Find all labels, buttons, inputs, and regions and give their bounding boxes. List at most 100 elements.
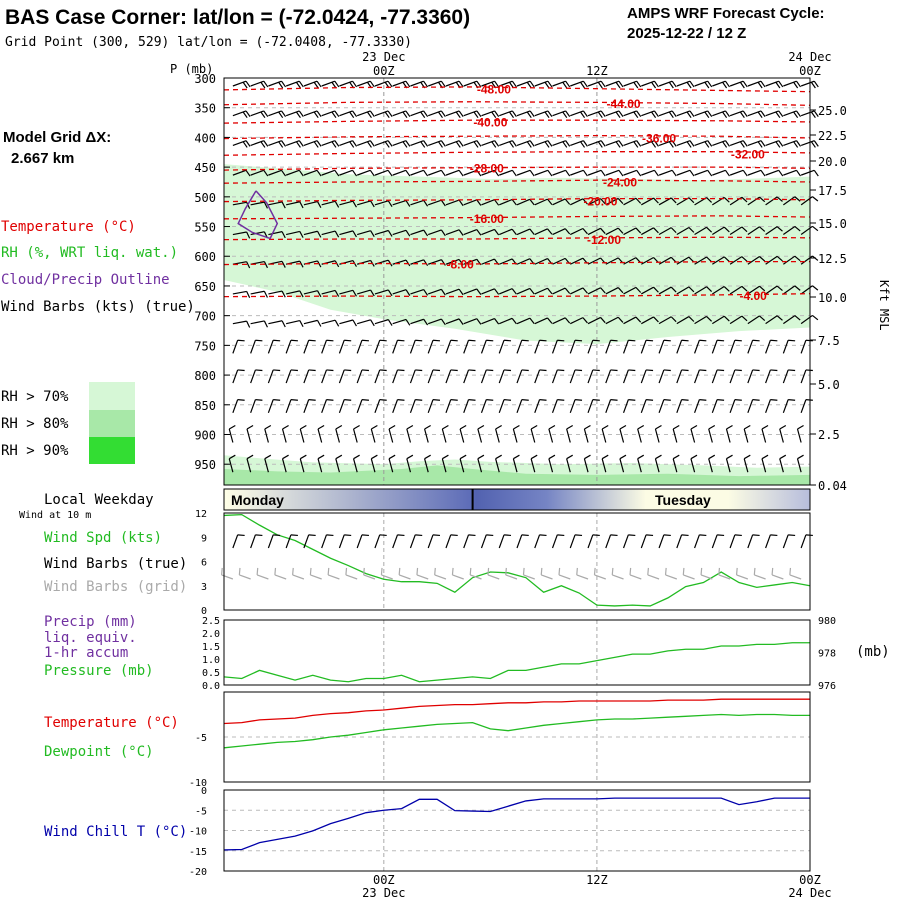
surface-wind-barb	[427, 534, 434, 549]
upper-wind-barb-flag	[437, 141, 443, 148]
upper-wind-barb	[232, 110, 247, 117]
legend-wind-barbs-grid: Wind Barbs (grid)	[44, 579, 187, 595]
upper-wind-barb-flag	[335, 454, 343, 460]
upper-wind-barb-flag	[440, 318, 446, 326]
upper-wind-barb	[676, 340, 683, 354]
upper-wind-barb-flag	[246, 320, 251, 328]
upper-wind-barb	[583, 428, 589, 443]
upper-wind-barb	[570, 198, 584, 206]
upper-wind-barb-flag	[237, 369, 245, 372]
upper-wind-barb-flag	[597, 81, 603, 89]
upper-wind-barb	[712, 140, 726, 146]
isotherm-line	[223, 215, 811, 220]
surface-wind-barb-flag	[255, 534, 263, 537]
upper-wind-barb	[676, 399, 683, 413]
upper-wind-barb	[267, 369, 274, 384]
upper-wind-barb	[441, 458, 447, 473]
upper-wind-barb-flag	[635, 286, 642, 293]
upper-wind-barb-flag	[476, 229, 482, 236]
upper-wind-barb-flag	[759, 315, 766, 321]
upper-wind-barb	[445, 229, 460, 236]
upper-wind-barb-flag	[440, 140, 446, 147]
upper-wind-barb-flag	[334, 80, 340, 88]
wind-chill-panel: -20 -15 -10 -5 0	[189, 786, 811, 878]
surface-wind-barb-flag	[521, 534, 529, 537]
upper-wind-barb-flag	[742, 110, 748, 117]
upper-wind-barb-flag	[263, 140, 269, 147]
upper-wind-barb-flag	[420, 111, 426, 119]
upper-wind-barb-flag	[615, 111, 621, 119]
upper-wind-barb-flag	[379, 339, 387, 342]
wind-speed-tick-label: 12	[195, 509, 207, 520]
upper-wind-barb-flag	[775, 81, 781, 89]
upper-wind-barb-flag	[601, 454, 609, 460]
grid-wind-barb-flag	[221, 567, 223, 575]
upper-wind-barb-flag	[794, 196, 801, 202]
grid-wind-barb-flag	[682, 567, 685, 575]
upper-wind-barb	[477, 428, 483, 443]
upper-wind-barb	[587, 257, 601, 265]
upper-wind-barb-flag	[353, 424, 360, 430]
upper-wind-barb-flag	[671, 169, 677, 177]
surface-wind-barb-flag	[273, 534, 281, 537]
grid-point-label: Grid Point (300, 529) lat/lon = (-72.040…	[5, 35, 412, 50]
upper-wind-barb	[406, 458, 412, 473]
upper-wind-barb	[232, 369, 239, 384]
upper-wind-barb-flag	[794, 255, 801, 262]
legend-precip-accum: 1-hr accum	[44, 645, 128, 661]
upper-wind-barb-flag	[526, 111, 532, 119]
grid-wind-barb	[292, 574, 305, 580]
surface-wind-barb	[321, 534, 328, 549]
upper-wind-barb-flag	[476, 169, 482, 177]
upper-wind-barb	[339, 319, 354, 325]
upper-wind-barb	[725, 428, 731, 443]
upper-wind-barb	[551, 340, 558, 354]
upper-wind-barb	[335, 428, 341, 443]
upper-wind-barb	[445, 140, 460, 146]
upper-wind-barb-flag	[580, 111, 586, 119]
rh80-swatch	[89, 410, 135, 437]
upper-wind-barb-flag	[334, 290, 340, 297]
upper-wind-barb-flag	[575, 339, 583, 342]
surface-wind-barb-flag	[539, 534, 547, 537]
upper-wind-barb	[761, 428, 767, 443]
upper-wind-barb	[605, 80, 620, 87]
upper-wind-barb-flag	[723, 226, 730, 233]
upper-wind-barb	[694, 256, 707, 265]
isotherm-label: -44.00	[607, 97, 641, 111]
wind-chill-tick-label: -10	[189, 827, 207, 838]
upper-wind-barb	[445, 340, 452, 354]
upper-wind-barb	[499, 258, 513, 265]
grid-wind-barb	[470, 574, 482, 580]
upper-wind-barb	[729, 110, 744, 117]
legend-rh80: RH > 80%	[1, 416, 69, 432]
upper-wind-barb-flag	[565, 80, 571, 88]
pressure-tick-label: 976	[818, 681, 836, 692]
top-date-label: 23 Dec	[362, 50, 405, 64]
upper-wind-barb-flag	[513, 424, 520, 430]
upper-wind-barb-flag	[704, 111, 710, 119]
upper-wind-barb-flag	[529, 228, 535, 235]
upper-wind-barb	[605, 197, 619, 206]
surface-wind-barb	[303, 534, 310, 549]
upper-wind-barb-flag	[726, 424, 733, 430]
upper-wind-barb	[552, 257, 566, 265]
upper-wind-barb-flag	[511, 317, 517, 325]
upper-wind-barb-flag	[723, 256, 730, 263]
upper-wind-barb-flag	[653, 80, 659, 88]
grid-wind-barb-flag	[753, 567, 756, 575]
upper-wind-barb-flag	[450, 369, 458, 372]
upper-wind-barb-flag	[476, 318, 482, 325]
upper-wind-barb	[605, 227, 619, 236]
upper-wind-barb	[605, 110, 620, 117]
upper-wind-barb-flag	[290, 339, 298, 342]
upper-wind-barb	[268, 290, 283, 295]
upper-wind-barb-flag	[770, 399, 778, 401]
upper-wind-barb-flag	[511, 199, 517, 206]
upper-wind-barb-flag	[423, 259, 429, 267]
surface-wind-barb	[800, 534, 807, 549]
upper-wind-barb-flag	[529, 198, 535, 206]
isotherm-line	[223, 101, 811, 106]
surface-wind-barb-flag	[237, 534, 245, 537]
pressure-tick-label: 980	[818, 616, 836, 627]
